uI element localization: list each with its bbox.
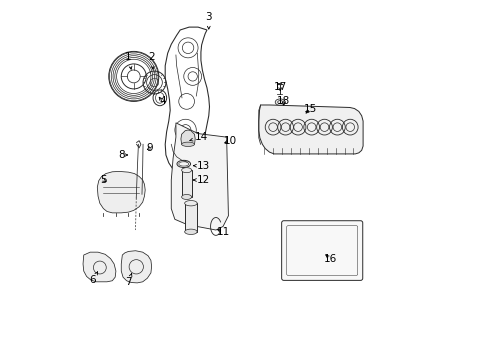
Text: 8: 8 bbox=[118, 150, 127, 160]
Ellipse shape bbox=[181, 194, 191, 199]
Text: 15: 15 bbox=[304, 104, 317, 113]
Text: 6: 6 bbox=[89, 272, 98, 285]
Bar bbox=[184, 203, 197, 232]
Text: 11: 11 bbox=[216, 227, 229, 237]
Text: 13: 13 bbox=[193, 161, 210, 171]
Text: 16: 16 bbox=[323, 253, 336, 264]
Polygon shape bbox=[121, 251, 151, 283]
Ellipse shape bbox=[275, 99, 285, 105]
FancyBboxPatch shape bbox=[281, 221, 362, 280]
Text: 14: 14 bbox=[189, 132, 208, 142]
Text: 1: 1 bbox=[125, 52, 132, 69]
Text: 17: 17 bbox=[273, 82, 286, 92]
Polygon shape bbox=[83, 252, 116, 282]
Polygon shape bbox=[171, 123, 228, 230]
Text: 4: 4 bbox=[159, 96, 165, 107]
Text: 9: 9 bbox=[146, 143, 153, 153]
Text: 3: 3 bbox=[205, 13, 212, 29]
Polygon shape bbox=[258, 105, 363, 154]
Text: 18: 18 bbox=[277, 96, 290, 107]
Ellipse shape bbox=[181, 168, 191, 173]
Polygon shape bbox=[97, 171, 145, 213]
Text: 7: 7 bbox=[125, 274, 132, 287]
Text: 5: 5 bbox=[100, 175, 106, 185]
Text: 12: 12 bbox=[193, 175, 210, 185]
Ellipse shape bbox=[184, 229, 197, 234]
Text: 10: 10 bbox=[223, 136, 236, 146]
Ellipse shape bbox=[184, 201, 197, 206]
Ellipse shape bbox=[181, 142, 194, 147]
Text: 2: 2 bbox=[148, 52, 155, 69]
Bar bbox=[181, 170, 191, 197]
Polygon shape bbox=[181, 130, 195, 144]
